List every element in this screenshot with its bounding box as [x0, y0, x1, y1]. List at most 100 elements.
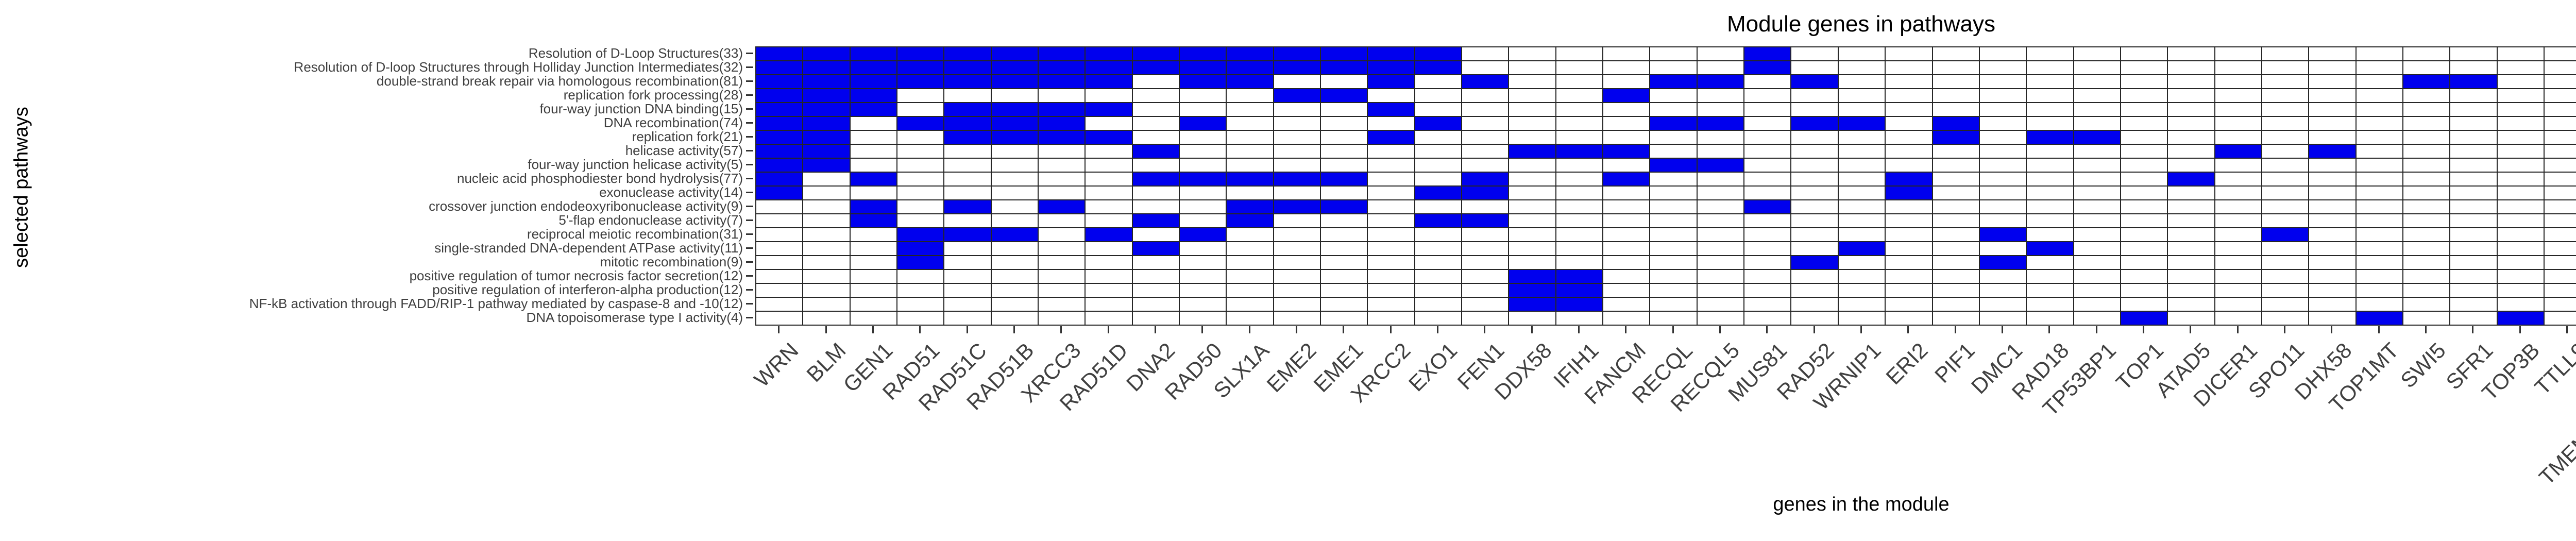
- heatmap-cell: [1650, 312, 1698, 326]
- x-tick: [1907, 326, 1909, 333]
- heatmap-cell: [1415, 256, 1463, 270]
- heatmap-cell: [2168, 117, 2215, 131]
- heatmap-cell: [1650, 284, 1698, 298]
- y-tick: [746, 247, 753, 249]
- heatmap-cell: [2215, 228, 2262, 242]
- heatmap-cell: [2450, 75, 2498, 89]
- heatmap-cell: [2027, 270, 2074, 284]
- x-tick: [872, 326, 874, 333]
- heatmap-cell: [2027, 103, 2074, 117]
- heatmap-cell: [850, 103, 898, 117]
- heatmap-cell: [2121, 187, 2168, 200]
- heatmap-cell: [1368, 61, 1415, 75]
- heatmap-cell: [1039, 228, 1086, 242]
- heatmap-cell: [1838, 131, 1886, 145]
- heatmap-cell: [1462, 284, 1510, 298]
- heatmap-cell: [1509, 242, 1556, 256]
- heatmap-cell: [1132, 200, 1180, 214]
- heatmap-cell: [2403, 89, 2451, 103]
- heatmap-cell: [2497, 270, 2545, 284]
- heatmap-cell: [1039, 131, 1086, 145]
- heatmap-cell: [1933, 200, 1980, 214]
- heatmap-cell: [1886, 173, 1933, 187]
- heatmap-cell: [1086, 173, 1133, 187]
- heatmap-cell: [1791, 159, 1839, 173]
- heatmap-cell: [2497, 61, 2545, 75]
- heatmap-cell: [2027, 75, 2074, 89]
- heatmap-cell: [1744, 103, 1792, 117]
- y-tick: [746, 164, 753, 165]
- heatmap-cell: [1086, 89, 1133, 103]
- heatmap-cell: [2121, 270, 2168, 284]
- heatmap-cell: [2403, 145, 2451, 159]
- heatmap-cell: [1368, 200, 1415, 214]
- heatmap-cell: [1321, 214, 1368, 228]
- heatmap-cell: [1886, 47, 1933, 61]
- heatmap-cell: [1979, 284, 2027, 298]
- heatmap-cell: [2450, 214, 2498, 228]
- heatmap-cell: [1697, 284, 1745, 298]
- heatmap-cell: [1274, 103, 1321, 117]
- heatmap-cell: [1838, 242, 1886, 256]
- heatmap-cell: [2544, 187, 2576, 200]
- x-axis-label: WRN: [749, 338, 803, 392]
- heatmap-cell: [1462, 173, 1510, 187]
- heatmap-cell: [1274, 173, 1321, 187]
- heatmap-cell: [2544, 270, 2576, 284]
- heatmap-cell: [803, 131, 851, 145]
- heatmap-cell: [2074, 284, 2121, 298]
- heatmap-cell: [944, 47, 992, 61]
- heatmap-cell: [1791, 103, 1839, 117]
- x-tick: [1436, 326, 1438, 333]
- heatmap-cell: [1462, 312, 1510, 326]
- heatmap-cell: [1462, 131, 1510, 145]
- heatmap-cell: [1933, 131, 1980, 145]
- heatmap-cell: [1886, 131, 1933, 145]
- heatmap-cell: [1933, 256, 1980, 270]
- heatmap-cell: [1274, 159, 1321, 173]
- heatmap-cell: [1603, 242, 1651, 256]
- y-tick: [746, 94, 753, 96]
- heatmap-cell: [1227, 61, 1274, 75]
- heatmap-cell: [2074, 187, 2121, 200]
- heatmap-cell: [1368, 298, 1415, 312]
- heatmap-cell: [1744, 159, 1792, 173]
- heatmap-cell: [944, 270, 992, 284]
- heatmap-cell: [1227, 75, 1274, 89]
- heatmap-cell: [1509, 117, 1556, 131]
- heatmap-cell: [1321, 284, 1368, 298]
- heatmap-cell: [1603, 298, 1651, 312]
- heatmap-cell: [850, 89, 898, 103]
- heatmap-cell: [1227, 89, 1274, 103]
- heatmap-cell: [1368, 187, 1415, 200]
- heatmap-cell: [2356, 256, 2403, 270]
- heatmap-cell: [1838, 214, 1886, 228]
- heatmap-cell: [1979, 47, 2027, 61]
- x-tick: [1954, 326, 1956, 333]
- heatmap-cell: [1979, 298, 2027, 312]
- heatmap-cell: [2074, 298, 2121, 312]
- heatmap-cell: [2121, 61, 2168, 75]
- heatmap-cell: [1886, 145, 1933, 159]
- heatmap-cell: [2262, 187, 2310, 200]
- heatmap-cell: [2356, 75, 2403, 89]
- y-tick: [746, 219, 753, 221]
- heatmap-cell: [1979, 270, 2027, 284]
- heatmap-cell: [756, 284, 804, 298]
- heatmap-cell: [2403, 117, 2451, 131]
- y-axis-label: exonuclease activity(14): [599, 184, 743, 200]
- heatmap-cell: [2168, 214, 2215, 228]
- x-axis-label: SWI5: [2395, 338, 2450, 393]
- y-axis-label: nucleic acid phosphodiester bond hydroly…: [457, 171, 743, 186]
- heatmap-cell: [1933, 242, 1980, 256]
- heatmap-cell: [2544, 284, 2576, 298]
- heatmap-cell: [1838, 284, 1886, 298]
- heatmap-cell: [2074, 145, 2121, 159]
- heatmap-cell: [1886, 284, 1933, 298]
- heatmap-cell: [2121, 312, 2168, 326]
- heatmap-cell: [2450, 270, 2498, 284]
- heatmap-cell: [1791, 117, 1839, 131]
- heatmap-cell: [2450, 312, 2498, 326]
- heatmap-cell: [1509, 256, 1556, 270]
- heatmap-cell: [1603, 228, 1651, 242]
